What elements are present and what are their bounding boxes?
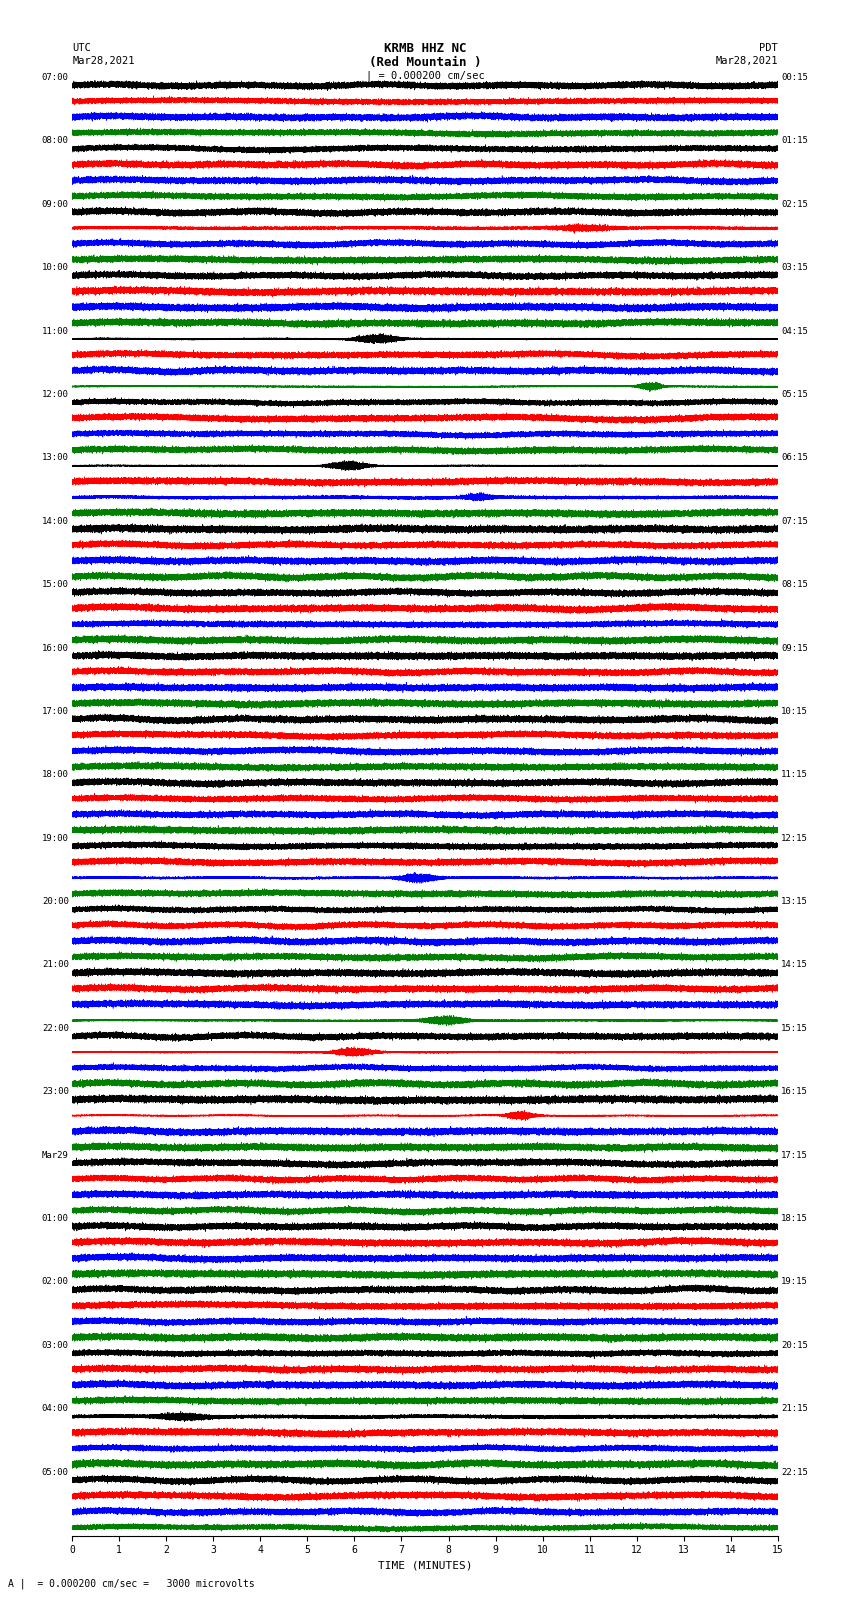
Text: 15:00: 15:00 [42, 581, 69, 589]
Text: 09:00: 09:00 [42, 200, 69, 208]
Text: 23:00: 23:00 [42, 1087, 69, 1097]
Text: 08:15: 08:15 [781, 581, 808, 589]
Text: KRMB HHZ NC: KRMB HHZ NC [383, 42, 467, 55]
Text: 22:15: 22:15 [781, 1468, 808, 1476]
Text: 14:00: 14:00 [42, 516, 69, 526]
Text: 11:00: 11:00 [42, 326, 69, 336]
Text: 12:00: 12:00 [42, 390, 69, 398]
Text: 06:15: 06:15 [781, 453, 808, 463]
Text: | = 0.000200 cm/sec: | = 0.000200 cm/sec [366, 71, 484, 81]
Text: 20:00: 20:00 [42, 897, 69, 907]
Text: 09:15: 09:15 [781, 644, 808, 653]
Text: 17:00: 17:00 [42, 706, 69, 716]
Text: 10:00: 10:00 [42, 263, 69, 273]
Text: 01:15: 01:15 [781, 137, 808, 145]
Text: 07:00: 07:00 [42, 73, 69, 82]
Text: 20:15: 20:15 [781, 1340, 808, 1350]
Text: Mar28,2021: Mar28,2021 [72, 56, 135, 66]
Text: 04:15: 04:15 [781, 326, 808, 336]
Text: 17:15: 17:15 [781, 1150, 808, 1160]
Text: 16:00: 16:00 [42, 644, 69, 653]
Text: 13:00: 13:00 [42, 453, 69, 463]
Text: 19:15: 19:15 [781, 1277, 808, 1287]
Text: 04:00: 04:00 [42, 1405, 69, 1413]
Text: 07:15: 07:15 [781, 516, 808, 526]
X-axis label: TIME (MINUTES): TIME (MINUTES) [377, 1561, 473, 1571]
Text: Mar29: Mar29 [42, 1150, 69, 1160]
Text: 01:00: 01:00 [42, 1215, 69, 1223]
Text: 16:15: 16:15 [781, 1087, 808, 1097]
Text: 11:15: 11:15 [781, 771, 808, 779]
Text: (Red Mountain ): (Red Mountain ) [369, 56, 481, 69]
Text: 22:00: 22:00 [42, 1024, 69, 1032]
Text: 05:00: 05:00 [42, 1468, 69, 1476]
Text: UTC: UTC [72, 44, 91, 53]
Text: 08:00: 08:00 [42, 137, 69, 145]
Text: 05:15: 05:15 [781, 390, 808, 398]
Text: PDT: PDT [759, 44, 778, 53]
Text: 02:15: 02:15 [781, 200, 808, 208]
Text: A |  = 0.000200 cm/sec =   3000 microvolts: A | = 0.000200 cm/sec = 3000 microvolts [8, 1579, 255, 1589]
Text: 03:15: 03:15 [781, 263, 808, 273]
Text: 21:15: 21:15 [781, 1405, 808, 1413]
Text: 02:00: 02:00 [42, 1277, 69, 1287]
Text: Mar28,2021: Mar28,2021 [715, 56, 778, 66]
Text: 18:15: 18:15 [781, 1215, 808, 1223]
Text: 00:15: 00:15 [781, 73, 808, 82]
Text: 12:15: 12:15 [781, 834, 808, 842]
Text: 19:00: 19:00 [42, 834, 69, 842]
Text: 03:00: 03:00 [42, 1340, 69, 1350]
Text: 21:00: 21:00 [42, 960, 69, 969]
Text: 10:15: 10:15 [781, 706, 808, 716]
Text: 15:15: 15:15 [781, 1024, 808, 1032]
Text: 14:15: 14:15 [781, 960, 808, 969]
Text: 18:00: 18:00 [42, 771, 69, 779]
Text: 13:15: 13:15 [781, 897, 808, 907]
